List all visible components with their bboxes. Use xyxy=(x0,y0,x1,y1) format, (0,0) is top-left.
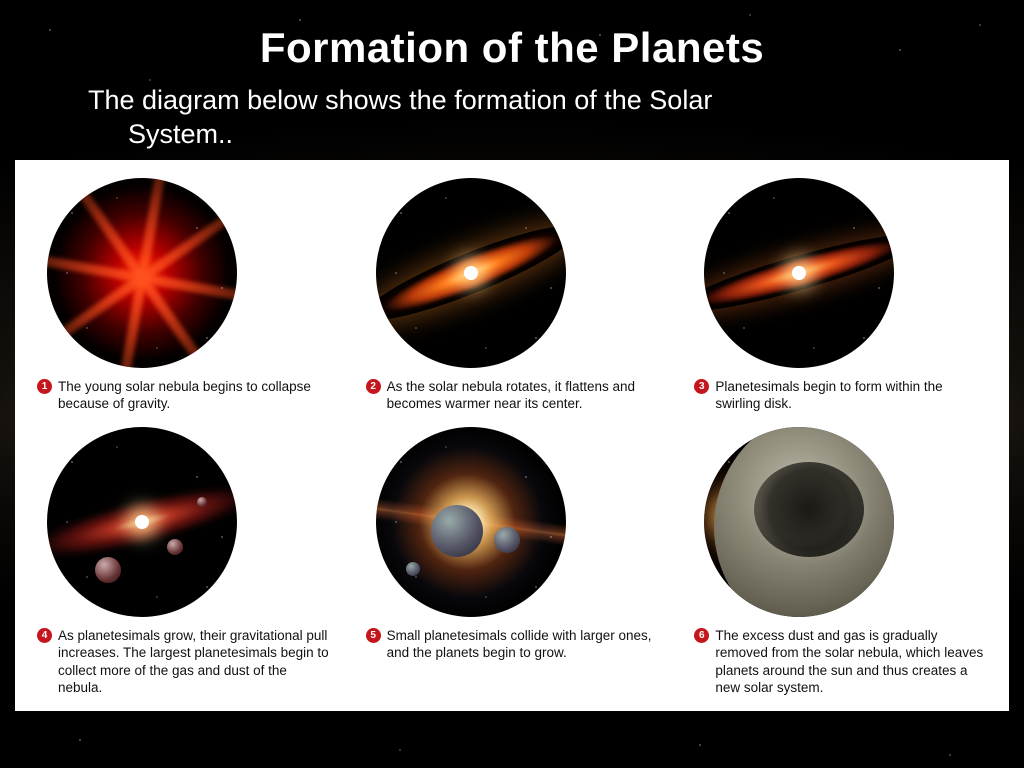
page-title: Formation of the Planets xyxy=(0,24,1024,72)
stage-5-caption: Small planetesimals collide with larger … xyxy=(387,627,659,662)
stage-6: 6 The excess dust and gas is gradually r… xyxy=(694,427,987,697)
stage-6-illustration xyxy=(704,427,894,617)
stage-number-badge: 5 xyxy=(366,628,381,643)
stage-number-badge: 2 xyxy=(366,379,381,394)
stage-number-badge: 4 xyxy=(37,628,52,643)
stage-3-caption: Planetesimals begin to form within the s… xyxy=(715,378,987,413)
subtitle-line-2: System.. xyxy=(88,118,860,152)
stage-2: 2 As the solar nebula rotates, it flatte… xyxy=(366,178,659,413)
stage-number-badge: 1 xyxy=(37,379,52,394)
stage-3: 3 Planetesimals begin to form within the… xyxy=(694,178,987,413)
stage-5: 5 Small planetesimals collide with large… xyxy=(366,427,659,697)
stage-number-badge: 6 xyxy=(694,628,709,643)
stage-number-badge: 3 xyxy=(694,379,709,394)
stage-1-caption: The young solar nebula begins to collaps… xyxy=(58,378,330,413)
stage-6-caption: The excess dust and gas is gradually rem… xyxy=(715,627,987,697)
stage-3-illustration xyxy=(704,178,894,368)
formation-diagram: 1 The young solar nebula begins to colla… xyxy=(15,160,1009,711)
page-subtitle: The diagram below shows the formation of… xyxy=(0,72,860,160)
stage-4-illustration xyxy=(47,427,237,617)
stage-2-illustration xyxy=(376,178,566,368)
stage-5-illustration xyxy=(376,427,566,617)
stage-1: 1 The young solar nebula begins to colla… xyxy=(37,178,330,413)
stage-1-illustration xyxy=(47,178,237,368)
subtitle-line-1: The diagram below shows the formation of… xyxy=(88,85,712,115)
stage-2-caption: As the solar nebula rotates, it flattens… xyxy=(387,378,659,413)
stage-4: 4 As planetesimals grow, their gravitati… xyxy=(37,427,330,697)
stage-4-caption: As planetesimals grow, their gravitation… xyxy=(58,627,330,697)
